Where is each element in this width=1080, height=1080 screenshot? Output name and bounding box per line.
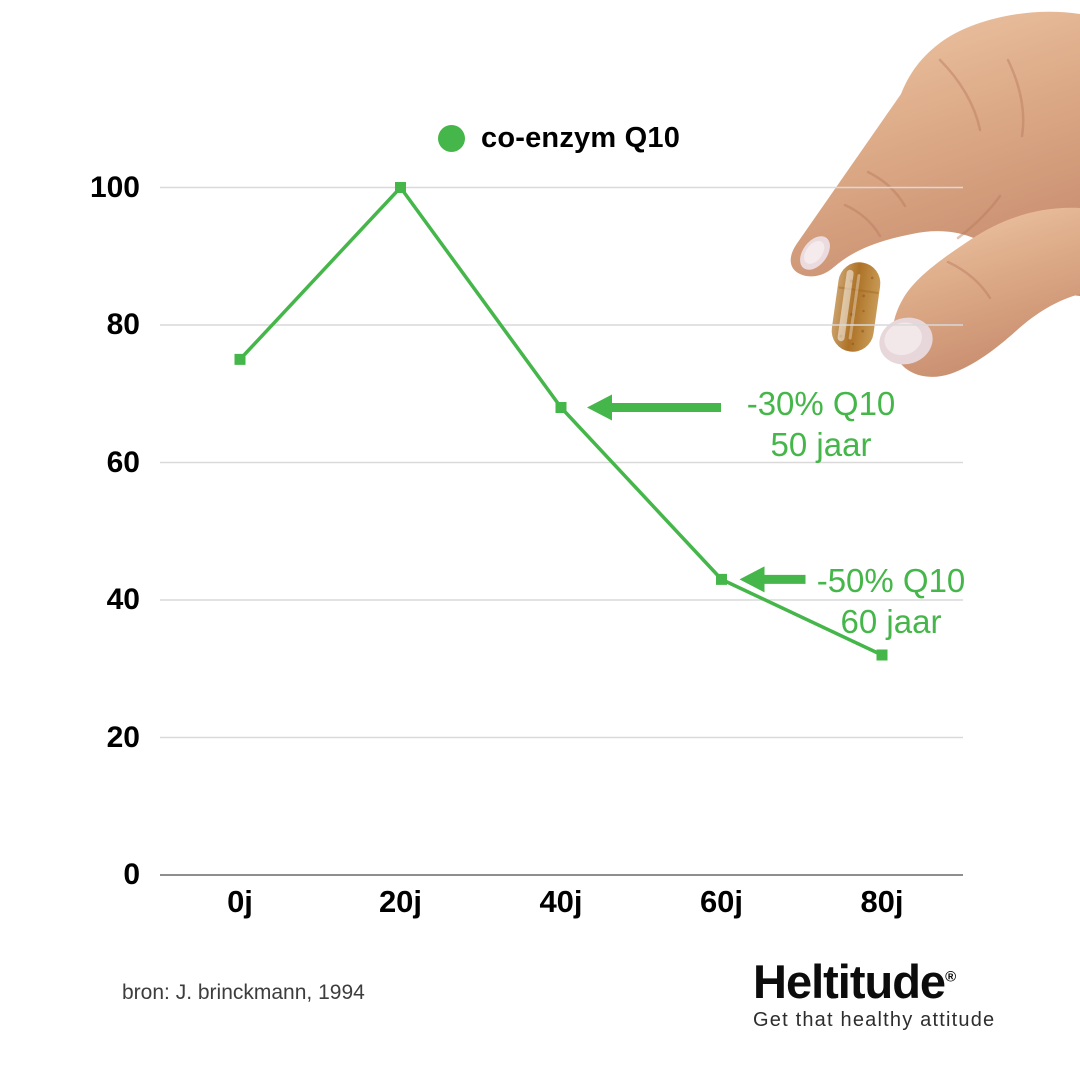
annotation-line1: -50% Q10	[816, 562, 966, 599]
chart-legend: co-enzym Q10	[438, 122, 680, 155]
legend-label: co-enzym Q10	[481, 122, 681, 154]
data-point	[234, 353, 246, 365]
y-tick-label: 0	[123, 858, 140, 891]
annotation-arrow-head	[587, 394, 612, 421]
annotation-arrow-shaft	[607, 403, 721, 412]
x-tick-label: 20j	[378, 884, 423, 919]
data-point	[395, 182, 406, 193]
annotation-line1: -30% Q10	[746, 385, 896, 422]
index-fingernail	[800, 236, 830, 270]
brand-logo: Heltitude® Get that healthy attitude	[753, 958, 995, 1032]
y-tick-label: 20	[106, 720, 140, 754]
skin-creases	[843, 58, 1025, 240]
y-tick-label: 60	[106, 445, 140, 479]
legend-marker-icon	[438, 125, 465, 152]
annotation-line2: 60 jaar	[840, 603, 942, 640]
annotation-50-jaar: -30% Q10 50 jaar	[721, 383, 921, 465]
x-tick-label: 0j	[227, 884, 253, 919]
y-tick-label: 40	[106, 583, 140, 616]
brand-tagline: Get that healthy attitude	[753, 1009, 996, 1031]
x-tick-label: 60j	[699, 884, 744, 919]
data-point	[716, 573, 727, 585]
annotation-60-jaar: -50% Q10 60 jaar	[791, 560, 991, 642]
thumb-crease	[946, 260, 992, 300]
x-tick-label: 40j	[539, 884, 583, 919]
registered-mark: ®	[945, 968, 956, 986]
source-citation: bron: J. brinckmann, 1994	[122, 981, 365, 1004]
annotation-arrow-shaft	[759, 574, 806, 584]
supplement-capsule	[831, 262, 881, 352]
brand-name: Heltitude®	[753, 955, 956, 1008]
data-point	[876, 649, 888, 661]
y-tick-label: 80	[106, 308, 140, 341]
annotation-arrow-head	[739, 566, 765, 593]
annotation-line2: 50 jaar	[770, 426, 872, 463]
thumbnail	[879, 317, 933, 365]
data-point	[555, 402, 567, 413]
thumb	[892, 207, 1080, 377]
x-tick-label: 80j	[860, 884, 904, 919]
y-tick-label: 100	[89, 170, 140, 204]
